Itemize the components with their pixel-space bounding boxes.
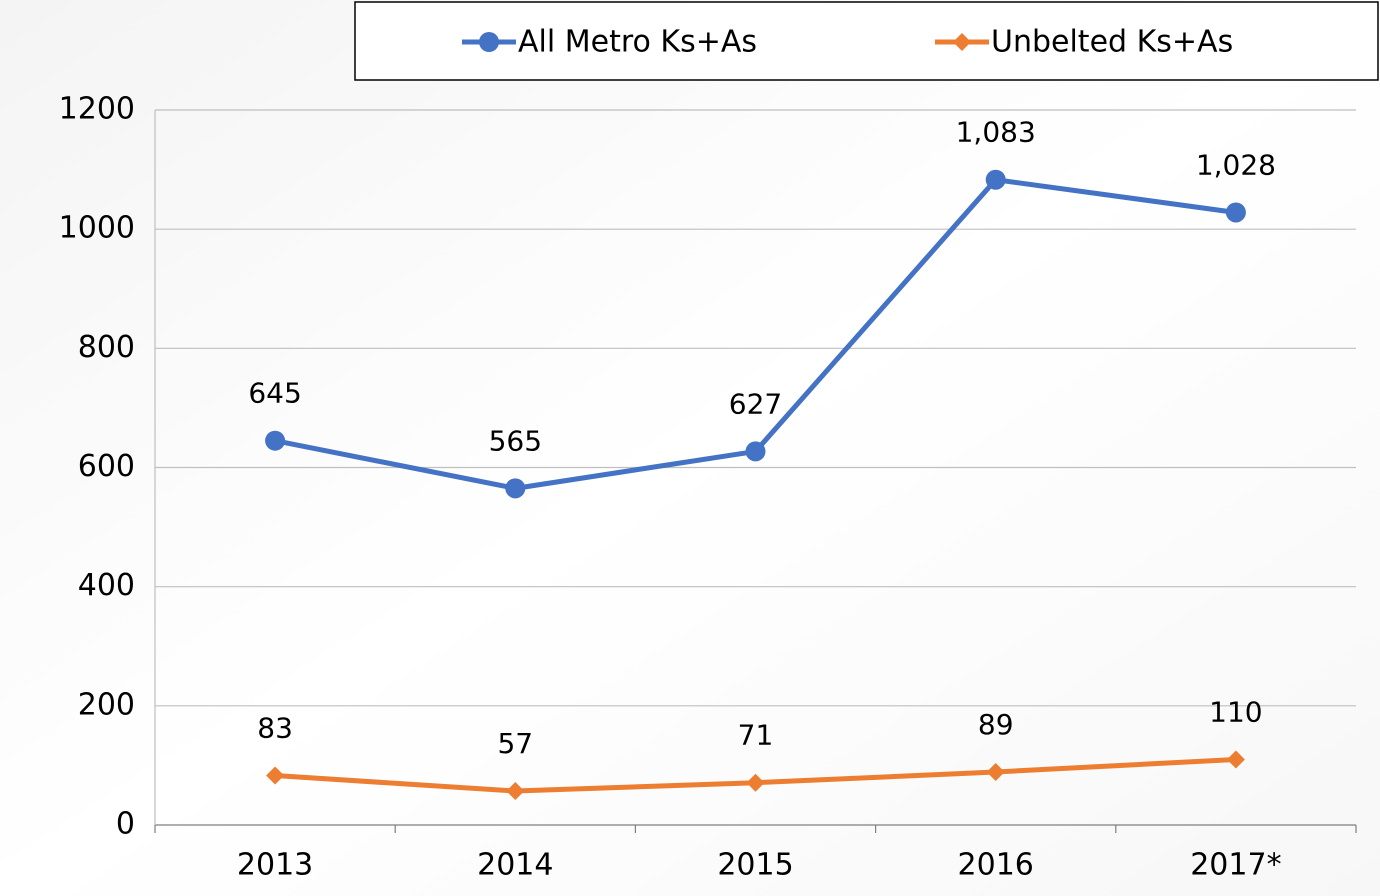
- data-label: 83: [257, 712, 293, 745]
- data-label: 1,083: [956, 116, 1036, 149]
- legend-label: Unbelted Ks+As: [991, 25, 1233, 60]
- y-tick-label: 200: [78, 687, 135, 722]
- legend-box: [354, 1, 1379, 81]
- data-label: 627: [729, 387, 782, 420]
- data-point: [745, 441, 766, 462]
- x-tick-label: 2016: [958, 848, 1034, 883]
- x-tick-label: 2014: [477, 848, 553, 883]
- data-label: 645: [248, 377, 301, 410]
- data-point: [266, 766, 285, 785]
- legend-marker: [479, 32, 499, 52]
- x-tick-label: 2017*: [1190, 848, 1281, 883]
- data-point: [985, 169, 1006, 190]
- y-tick-label: 800: [78, 330, 135, 365]
- y-tick-label: 1000: [59, 211, 135, 246]
- data-label: 1,028: [1196, 148, 1276, 181]
- y-tick-label: 400: [78, 568, 135, 603]
- data-label: 89: [978, 708, 1014, 741]
- data-point: [1226, 750, 1245, 769]
- data-label: 110: [1209, 695, 1262, 728]
- legend-label: All Metro Ks+As: [518, 25, 757, 60]
- data-label: 71: [738, 719, 774, 752]
- x-tick-label: 2013: [237, 848, 313, 883]
- data-point: [986, 762, 1005, 781]
- x-tick-label: 2015: [717, 848, 793, 883]
- y-tick-label: 1200: [59, 92, 135, 127]
- y-tick-label: 0: [116, 807, 135, 842]
- data-point: [505, 478, 526, 499]
- data-point: [1225, 202, 1246, 223]
- data-label: 57: [497, 727, 533, 760]
- data-label: 565: [489, 424, 542, 457]
- data-point: [746, 773, 765, 792]
- y-tick-label: 600: [78, 449, 135, 484]
- data-point: [265, 430, 286, 451]
- data-point: [506, 782, 525, 801]
- legend-marker: [953, 33, 971, 51]
